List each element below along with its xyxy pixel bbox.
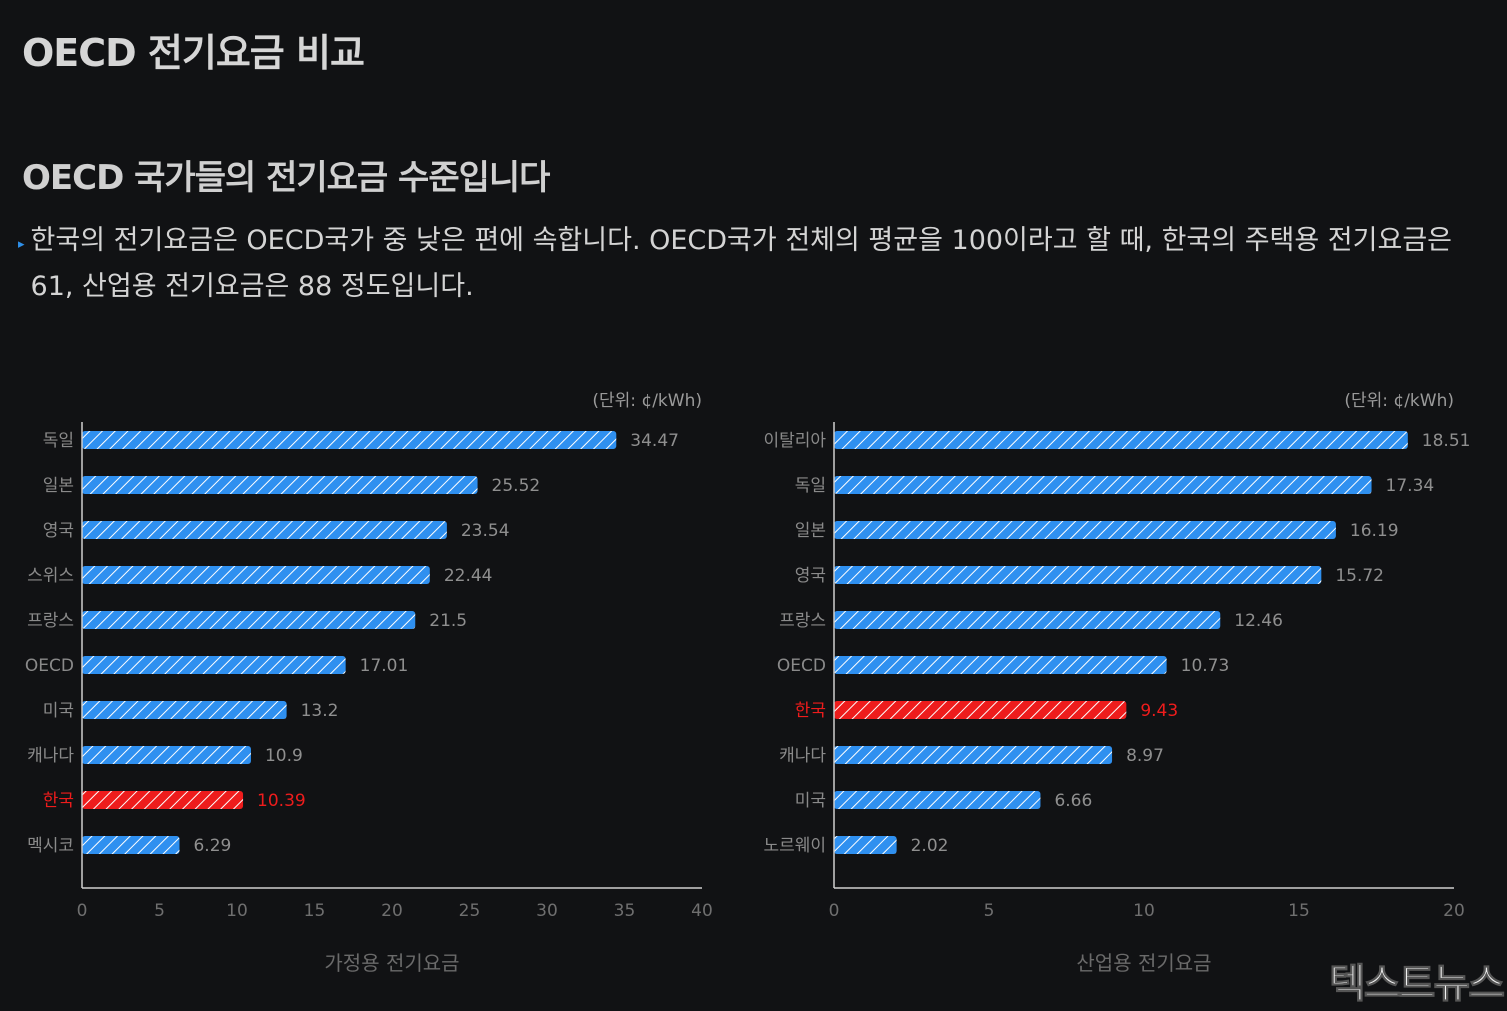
category-label: OECD [777, 656, 826, 676]
category-label: 영국 [43, 521, 74, 541]
category-label: 독일 [43, 431, 74, 451]
category-label: 캐나다 [27, 746, 74, 766]
value-label: 10.9 [265, 746, 303, 766]
description: ▸ 한국의 전기요금은 OECD국가 중 낮은 편에 속합니다. OECD국가 … [18, 218, 1458, 310]
category-label: 캐나다 [779, 746, 826, 766]
bar [834, 431, 1408, 449]
bar [82, 701, 287, 719]
value-label: 9.43 [1140, 701, 1178, 721]
bar [834, 746, 1113, 764]
household-rate-chart: (단위: ¢/kWh) 독일 34.47 일본 25.52 영국 23.54 스위스 22.44… [25, 391, 713, 975]
x-tick-label: 35 [614, 901, 636, 921]
x-tick-label: 20 [1443, 901, 1465, 921]
x-tick-label: 40 [691, 901, 713, 921]
bar [82, 566, 430, 584]
industrial-rate-chart: (단위: ¢/kWh) 이탈리아 18.51 독일 17.34 일본 16.19 영국 15.7… [763, 391, 1471, 975]
watermark-logo: 텍스트뉴스 [1329, 961, 1506, 1008]
category-label: 멕시코 [27, 836, 74, 856]
value-label: 22.44 [444, 566, 493, 586]
x-tick-label: 10 [1133, 901, 1155, 921]
value-label: 8.97 [1126, 746, 1164, 766]
value-label: 10.73 [1181, 656, 1230, 676]
x-tick-label: 15 [304, 901, 326, 921]
bar [834, 566, 1322, 584]
value-label: 25.52 [492, 476, 541, 496]
category-label: 일본 [43, 476, 74, 496]
bar [834, 656, 1167, 674]
value-label: 17.34 [1386, 476, 1435, 496]
bar [82, 791, 244, 809]
x-axis-title: 가정용 전기요금 [324, 951, 459, 975]
bar [834, 791, 1041, 809]
x-tick-label: 0 [829, 901, 840, 921]
category-label: 프랑스 [27, 611, 74, 631]
value-label: 2.02 [911, 836, 949, 856]
x-tick-label: 10 [226, 901, 248, 921]
category-label: 미국 [795, 791, 826, 811]
bullet-icon: ▸ [18, 237, 25, 252]
value-label: 17.01 [360, 656, 409, 676]
bar [834, 701, 1127, 719]
category-label: 미국 [43, 701, 74, 721]
x-tick-label: 15 [1288, 901, 1310, 921]
bar [82, 746, 251, 764]
category-label: 한국 [43, 791, 74, 811]
page-title: OECD 전기요금 비교 [22, 31, 365, 75]
category-label: 일본 [795, 521, 826, 541]
x-tick-label: 5 [154, 901, 165, 921]
bar [82, 611, 416, 629]
x-axis-title: 산업용 전기요금 [1076, 951, 1211, 975]
unit-label: (단위: ¢/kWh) [1344, 391, 1454, 411]
bar [82, 836, 180, 854]
unit-label: (단위: ¢/kWh) [592, 391, 702, 411]
x-tick-label: 5 [984, 901, 995, 921]
section-title: OECD 국가들의 전기요금 수준입니다 [22, 158, 550, 198]
bar [834, 521, 1336, 539]
category-label: 프랑스 [779, 611, 826, 631]
category-label: 한국 [795, 701, 826, 721]
value-label: 13.2 [301, 701, 339, 721]
value-label: 18.51 [1422, 431, 1471, 451]
value-label: 16.19 [1350, 521, 1399, 541]
value-label: 6.66 [1054, 791, 1092, 811]
category-label: 이탈리아 [763, 431, 826, 451]
category-label: 독일 [795, 476, 826, 496]
category-label: OECD [25, 656, 74, 676]
value-label: 21.5 [429, 611, 467, 631]
bar [834, 611, 1221, 629]
bar [82, 656, 346, 674]
x-tick-label: 0 [77, 901, 88, 921]
value-label: 15.72 [1335, 566, 1384, 586]
bar [82, 431, 617, 449]
value-label: 12.46 [1234, 611, 1283, 631]
x-tick-label: 25 [459, 901, 481, 921]
bar [82, 476, 478, 494]
x-tick-label: 20 [381, 901, 403, 921]
x-tick-label: 30 [536, 901, 558, 921]
value-label: 23.54 [461, 521, 510, 541]
description-text: 한국의 전기요금은 OECD국가 중 낮은 편에 속합니다. OECD국가 전체… [30, 225, 1452, 302]
value-label: 6.29 [193, 836, 231, 856]
category-label: 영국 [795, 566, 826, 586]
value-label: 10.39 [257, 791, 306, 811]
bar [82, 521, 447, 539]
bar [834, 836, 897, 854]
category-label: 스위스 [27, 566, 74, 586]
category-label: 노르웨이 [763, 836, 826, 856]
value-label: 34.47 [630, 431, 679, 451]
bar [834, 476, 1372, 494]
